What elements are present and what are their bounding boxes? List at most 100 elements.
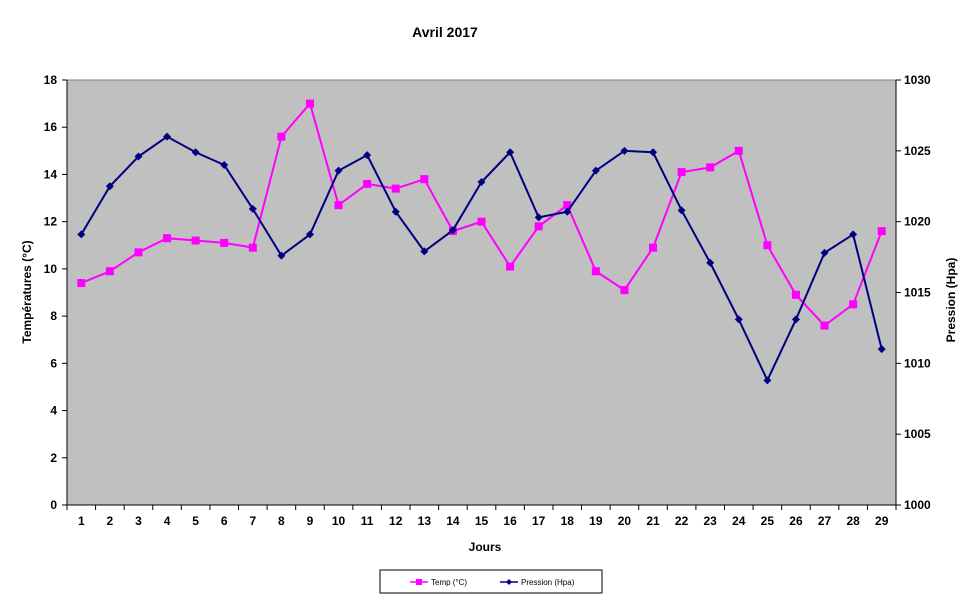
x-tick-label: 4 [164,514,171,528]
y-right-tick-label: 1010 [904,356,931,370]
x-tick-label: 19 [589,514,603,528]
data-point-pression [677,206,686,215]
data-point-pression [77,230,86,239]
data-point-temp [563,201,572,210]
y-axis-left-title: Températures (°C) [20,240,34,343]
y-left-tick-label: 12 [44,215,58,229]
y-left-tick-label: 10 [44,262,58,276]
x-tick-label: 14 [446,514,460,528]
data-point-pression [706,258,715,267]
x-tick-label: 29 [875,514,889,528]
data-point-temp [706,163,715,172]
series-layer [77,99,886,385]
data-point-pression [305,230,314,239]
x-tick-label: 1 [78,514,85,528]
data-point-temp [248,243,257,252]
data-point-temp [191,236,200,245]
data-point-pression [134,152,143,161]
x-tick-label: 17 [532,514,546,528]
x-tick-label: 20 [618,514,632,528]
data-point-pression [220,161,229,169]
data-point-pression [534,213,543,222]
data-point-pression [191,148,200,157]
x-tick-label: 12 [389,514,403,528]
y-right-tick-label: 1000 [904,498,931,512]
data-point-temp [134,248,143,257]
legend: Temp (°C) Pression (Hpa) [379,569,603,594]
x-tick-label: 6 [221,514,228,528]
data-point-pression [248,204,257,213]
data-point-pression [477,178,486,186]
x-tick-label: 7 [249,514,256,528]
legend-label: Temp (°C) [431,578,467,587]
y-right-tick-label: 1015 [904,286,931,300]
legend-box [379,569,603,594]
y-left-tick-label: 8 [50,309,57,323]
data-point-pression [649,148,658,157]
y-left-tick-label: 2 [50,451,57,465]
chart-title: Avril 2017 [412,24,478,40]
x-tick-label: 10 [332,514,346,528]
data-point-temp [534,222,543,231]
data-point-temp [791,290,800,299]
y-left-tick-label: 0 [50,498,57,512]
data-point-temp [477,217,486,226]
y-right-tick-label: 1020 [904,215,931,229]
x-axis-title: Jours [469,540,502,554]
data-point-temp [334,201,343,210]
data-point-temp [277,132,286,141]
data-point-pression [448,226,457,235]
data-point-pression [391,207,400,216]
y-right-tick-label: 1030 [904,73,931,87]
data-point-pression [734,315,743,324]
data-point-temp [849,300,858,309]
x-tick-label: 25 [761,514,775,528]
y-axis-right-title: Pression (Hpa) [944,258,958,343]
data-point-pression [506,148,515,157]
legend-items: Temp (°C) Pression (Hpa) [410,578,575,587]
data-point-temp [305,99,314,108]
x-tick-label: 22 [675,514,689,528]
data-point-pression [163,132,172,141]
data-point-pression [877,345,886,354]
axes: 0246810121416181000100510101015102010251… [44,73,931,528]
x-tick-label: 27 [818,514,832,528]
x-tick-label: 23 [704,514,718,528]
data-point-temp [649,243,658,252]
y-left-tick-label: 4 [50,404,57,418]
data-point-pression [620,146,629,155]
data-point-temp [363,179,372,188]
x-tick-label: 28 [846,514,860,528]
data-point-temp [163,234,172,243]
data-point-temp [677,168,686,177]
x-tick-label: 3 [135,514,142,528]
data-point-pression [420,247,429,256]
x-tick-label: 8 [278,514,285,528]
y-right-tick-label: 1005 [904,427,931,441]
x-tick-label: 16 [503,514,517,528]
legend-label: Pression (Hpa) [521,578,575,587]
plot-area [66,79,897,506]
data-point-temp [506,262,515,271]
data-point-pression [849,230,858,239]
x-tick-label: 5 [192,514,199,528]
x-tick-label: 24 [732,514,746,528]
x-tick-label: 9 [307,514,314,528]
data-point-pression [334,166,343,175]
data-point-pression [105,182,114,191]
x-tick-label: 18 [561,514,575,528]
data-point-temp [391,184,400,193]
data-point-temp [591,267,600,276]
data-point-pression [763,376,772,385]
data-point-pression [820,248,829,257]
y-left-tick-label: 18 [44,73,58,87]
data-point-temp [734,146,743,155]
y-left-tick-label: 14 [44,167,58,181]
y-left-tick-label: 16 [44,120,58,134]
data-point-temp [220,238,229,247]
data-point-pression [563,207,572,216]
legend-swatch-marker [506,579,512,585]
data-point-temp [420,175,429,184]
data-point-pression [791,315,800,324]
